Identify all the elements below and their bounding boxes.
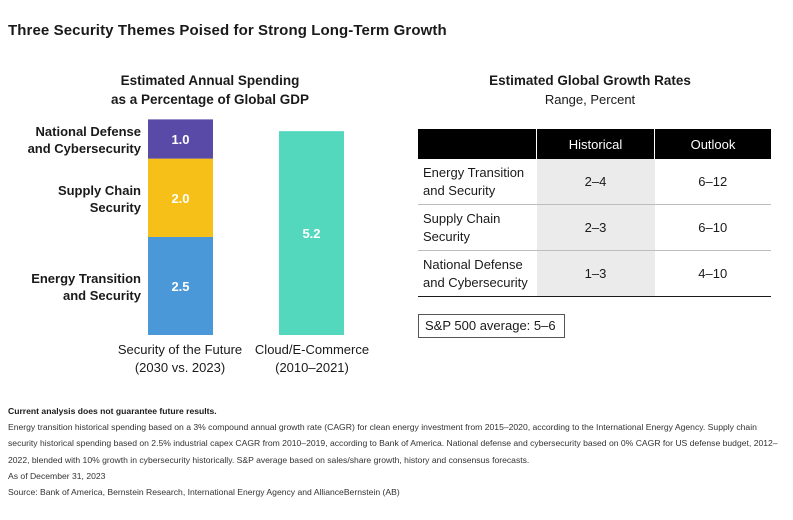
as-of-date: As of December 31, 2023 — [8, 470, 106, 481]
segment-label-energy-line1: Energy Transition — [31, 271, 141, 286]
header-outlook: Outlook — [654, 129, 771, 159]
row-theme-line1: National Defense — [423, 256, 523, 272]
category-label-cloud-line2: (2010–2021) — [275, 360, 349, 375]
disclaimer: Current analysis does not guarantee futu… — [8, 406, 217, 416]
header-blank — [418, 129, 537, 159]
row-theme-line2: Security — [423, 228, 470, 244]
bar-cloud-ecommerce — [279, 131, 344, 335]
table-row: Supply Chain Security 2–3 6–10 — [418, 204, 771, 251]
category-label-cloud-line1: Cloud/E-Commerce — [255, 342, 369, 357]
value-label-national-defense: 1.0 — [171, 132, 189, 147]
growth-table-title: Estimated Global Growth Rates — [489, 73, 691, 88]
segment-label-energy-line2: and Security — [63, 288, 142, 303]
row-theme: Energy Transition and Security — [418, 159, 537, 205]
table-row: National Defense and Cybersecurity 1–3 4… — [418, 250, 771, 297]
value-label-supply-chain: 2.0 — [171, 191, 189, 206]
row-theme-line2: and Security — [423, 182, 496, 198]
sp500-average-note: S&P 500 average: 5–6 — [418, 314, 565, 338]
segment-label-national-line2: and Cybersecurity — [28, 141, 142, 156]
spending-chart-title: Estimated Annual Spending as a Percentag… — [90, 71, 330, 109]
growth-rates-table: Historical Outlook Energy Transition and… — [418, 129, 771, 297]
row-historical: 2–4 — [536, 159, 655, 205]
category-label-security-line1: Security of the Future — [118, 342, 242, 357]
table-header-row: Historical Outlook — [418, 129, 771, 159]
segment-label-supply-line2: Security — [90, 200, 142, 215]
value-label-energy: 2.5 — [171, 279, 189, 294]
segment-label-national-line1: National Defense — [36, 124, 141, 139]
category-label-security-line2: (2030 vs. 2023) — [135, 360, 225, 375]
table-row: Energy Transition and Security 2–4 6–12 — [418, 159, 771, 205]
spending-bar-chart: 2.5 2.0 1.0 5.2 National Defense and Cyb… — [28, 119, 369, 375]
row-theme-line1: Energy Transition — [423, 164, 525, 180]
bar-supply-chain — [148, 158, 213, 237]
growth-table-subtitle: Range, Percent — [544, 92, 636, 107]
row-outlook: 6–12 — [654, 159, 771, 205]
footnotes: Current analysis does not guarantee futu… — [8, 403, 786, 500]
row-historical: 2–3 — [536, 204, 655, 251]
main-title: Three Security Themes Poised for Strong … — [8, 22, 447, 39]
row-theme: National Defense and Cybersecurity — [418, 250, 537, 297]
source-note: Source: Bank of America, Bernstein Resea… — [8, 487, 400, 498]
row-theme-line2: and Cybersecurity — [423, 274, 528, 290]
segment-label-supply-line1: Supply Chain — [58, 183, 141, 198]
spending-chart-title-line2: as a Percentage of Global GDP — [110, 92, 310, 107]
header-historical: Historical — [536, 129, 655, 159]
row-outlook: 4–10 — [654, 250, 771, 297]
row-outlook: 6–10 — [654, 204, 771, 251]
bar-energy-transition — [148, 237, 213, 335]
value-label-cloud: 5.2 — [302, 226, 320, 241]
bar-national-defense — [148, 119, 213, 159]
methodology-note: Energy transition historical spending ba… — [8, 422, 778, 465]
row-historical: 1–3 — [536, 250, 655, 297]
row-theme: Supply Chain Security — [418, 204, 537, 251]
spending-chart-title-line1: Estimated Annual Spending — [120, 73, 300, 88]
row-theme-line1: Supply Chain — [423, 210, 501, 226]
